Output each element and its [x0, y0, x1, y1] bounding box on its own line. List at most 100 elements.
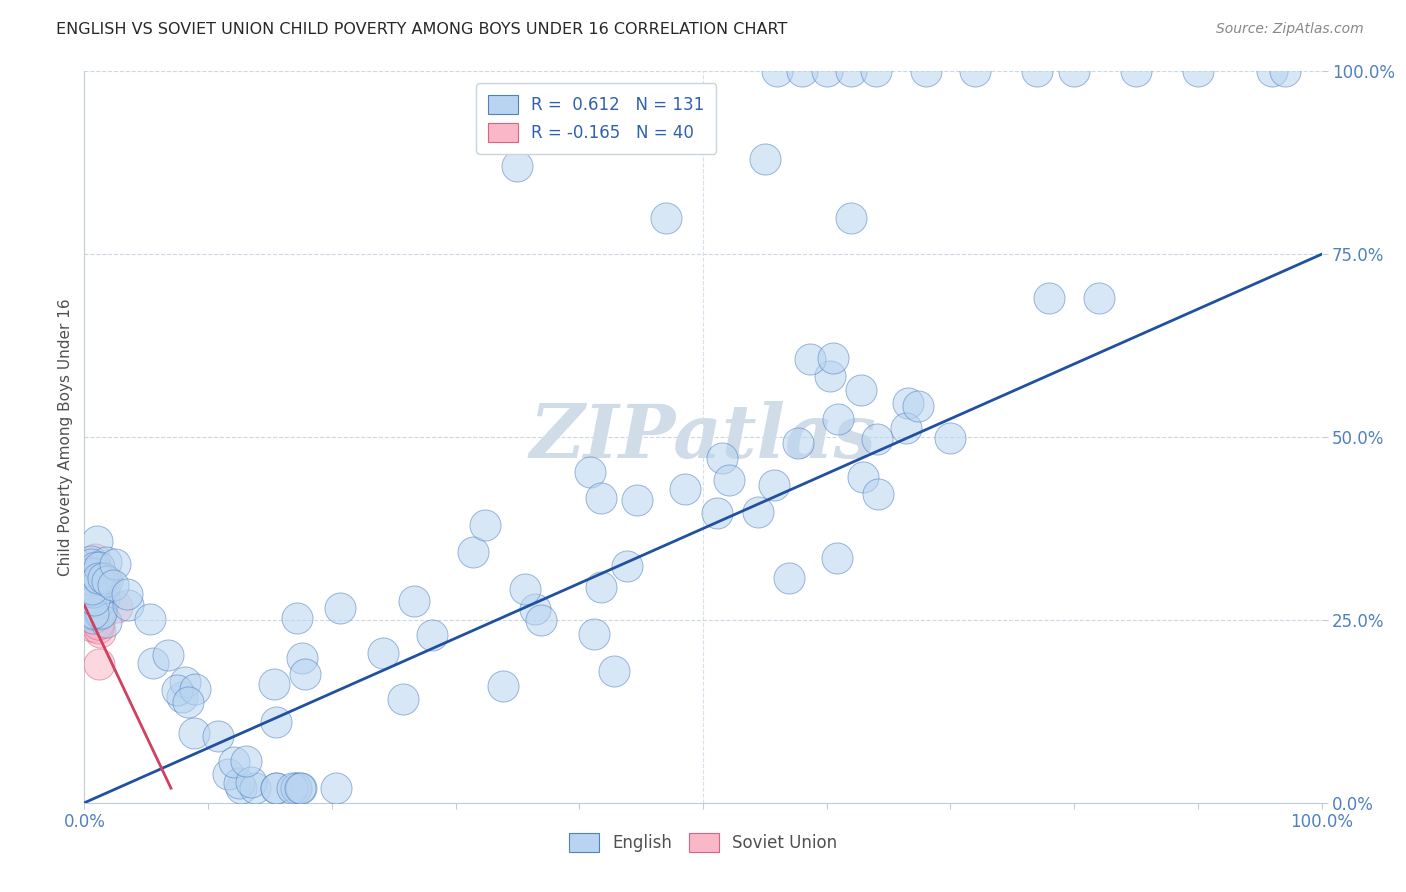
Point	[87, 616, 110, 631]
Point	[786, 436, 808, 450]
Point	[1261, 64, 1284, 78]
Point	[83, 607, 105, 621]
Point	[506, 160, 529, 174]
Point	[93, 591, 115, 605]
Point	[89, 586, 111, 600]
Point	[87, 595, 110, 609]
Point	[80, 557, 103, 571]
Point	[711, 450, 734, 465]
Point	[84, 563, 107, 577]
Point	[83, 560, 105, 574]
Point	[965, 64, 987, 78]
Point	[80, 607, 103, 621]
Point	[392, 691, 415, 706]
Point	[404, 594, 426, 608]
Point	[231, 780, 253, 795]
Text: Source: ZipAtlas.com: Source: ZipAtlas.com	[1216, 22, 1364, 37]
Point	[84, 552, 107, 566]
Point	[96, 574, 118, 588]
Point	[157, 648, 180, 662]
Point	[104, 557, 127, 571]
Point	[83, 592, 105, 607]
Point	[89, 625, 111, 640]
Point	[87, 614, 110, 628]
Point	[89, 603, 111, 617]
Point	[86, 576, 108, 591]
Point	[841, 64, 863, 78]
Point	[264, 781, 287, 796]
Point	[80, 583, 103, 598]
Point	[754, 152, 776, 166]
Point	[84, 574, 107, 589]
Point	[83, 578, 105, 592]
Point	[264, 715, 287, 730]
Point	[117, 598, 139, 612]
Point	[91, 571, 114, 585]
Point	[290, 781, 312, 796]
Point	[80, 591, 103, 605]
Point	[263, 677, 285, 691]
Point	[90, 599, 112, 614]
Point	[717, 473, 740, 487]
Point	[914, 64, 936, 78]
Point	[83, 615, 105, 629]
Point	[90, 606, 112, 620]
Point	[173, 675, 195, 690]
Point	[93, 581, 115, 595]
Point	[766, 64, 789, 78]
Point	[523, 602, 546, 616]
Point	[463, 545, 485, 559]
Point	[866, 486, 889, 500]
Point	[1038, 291, 1060, 305]
Point	[82, 582, 104, 596]
Point	[626, 493, 648, 508]
Point	[90, 573, 112, 587]
Point	[166, 683, 188, 698]
Point	[747, 505, 769, 519]
Point	[82, 606, 104, 620]
Point	[87, 560, 110, 574]
Point	[589, 580, 612, 594]
Point	[1063, 64, 1085, 78]
Point	[103, 578, 125, 592]
Point	[243, 781, 266, 796]
Point	[420, 628, 443, 642]
Point	[235, 754, 257, 768]
Point	[177, 695, 200, 709]
Point	[89, 599, 111, 613]
Point	[80, 600, 103, 615]
Point	[87, 617, 110, 632]
Point	[82, 611, 104, 625]
Point	[1088, 291, 1111, 305]
Point	[939, 431, 962, 445]
Point	[907, 399, 929, 413]
Point	[763, 478, 786, 492]
Point	[94, 555, 117, 569]
Point	[896, 421, 918, 435]
Point	[142, 656, 165, 670]
Point	[325, 781, 347, 796]
Point	[105, 600, 128, 615]
Point	[865, 64, 887, 78]
Point	[80, 595, 103, 609]
Text: ZIPatlas: ZIPatlas	[530, 401, 876, 474]
Point	[852, 470, 875, 484]
Point	[706, 506, 728, 520]
Point	[673, 482, 696, 496]
Point	[1026, 64, 1049, 78]
Point	[87, 595, 110, 609]
Point	[82, 585, 104, 599]
Point	[821, 351, 844, 366]
Point	[83, 590, 105, 604]
Point	[285, 781, 308, 796]
Point	[184, 682, 207, 697]
Point	[329, 601, 352, 615]
Point	[80, 591, 103, 605]
Point	[90, 601, 112, 615]
Point	[1187, 64, 1209, 78]
Point	[530, 613, 553, 627]
Point	[94, 615, 117, 630]
Point	[82, 574, 104, 588]
Point	[89, 607, 111, 622]
Point	[583, 626, 606, 640]
